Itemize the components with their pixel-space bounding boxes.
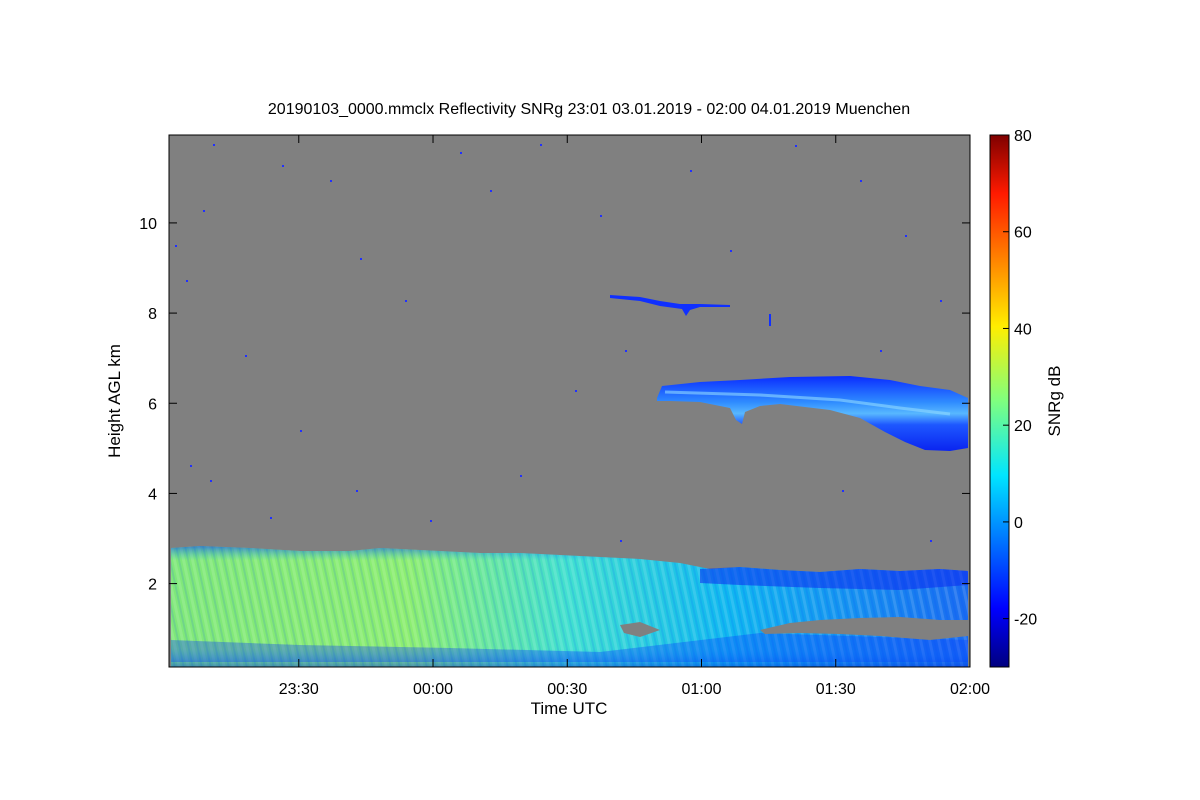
colorbar-label: SNRg dB <box>1045 366 1064 437</box>
colorbar-tick-label: 80 <box>1014 128 1032 145</box>
chart-title: 20190103_0000.mmclx Reflectivity SNRg 23… <box>268 101 910 118</box>
y-tick-label: 6 <box>148 396 157 413</box>
radar-echoes <box>171 144 968 667</box>
x-tick-label: 23:30 <box>279 681 319 698</box>
colorbar-tick-label: 40 <box>1014 321 1032 338</box>
y-axis-label: Height AGL km <box>105 344 124 458</box>
colorbar-ticks: -20 0 20 40 60 80 <box>1003 128 1037 629</box>
x-axis-label: Time UTC <box>531 699 608 718</box>
colorbar <box>989 134 1010 668</box>
x-tick-label: 01:30 <box>816 681 856 698</box>
x-tick-label: 00:00 <box>413 681 453 698</box>
colorbar-tick-label: 0 <box>1014 515 1023 532</box>
y-tick-label: 4 <box>148 486 157 503</box>
x-tick-label: 02:00 <box>950 681 990 698</box>
axes: 23:30 00:00 00:30 01:00 01:30 02:00 2 4 6 8 10 <box>139 135 990 698</box>
y-tick-label: 8 <box>148 306 157 323</box>
colorbar-tick-label: -20 <box>1014 612 1037 629</box>
high-cloud-layer <box>610 295 730 316</box>
colorbar-tick-label: 60 <box>1014 225 1032 242</box>
y-tick-label: 10 <box>139 216 157 233</box>
colorbar-tick-label: 20 <box>1014 418 1032 435</box>
x-tick-label: 00:30 <box>547 681 587 698</box>
x-tick-label: 01:00 <box>681 681 721 698</box>
y-tick-label: 2 <box>148 577 157 594</box>
